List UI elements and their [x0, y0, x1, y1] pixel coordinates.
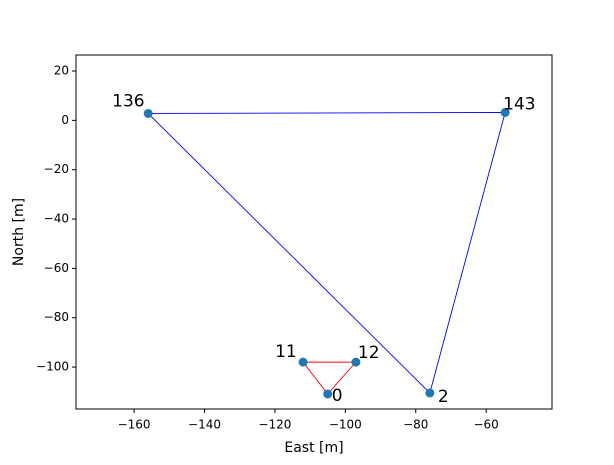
point-label: 143	[503, 94, 535, 114]
point-label: 2	[438, 387, 449, 407]
y-tick-label: −20	[44, 162, 69, 176]
point	[500, 107, 510, 117]
point	[323, 389, 333, 399]
point	[298, 357, 308, 367]
series-line	[302, 361, 357, 395]
x-tick-label: −160	[118, 418, 151, 432]
point	[143, 108, 153, 118]
point	[425, 388, 435, 398]
x-axis-label: East [m]	[284, 440, 343, 456]
point-label: 12	[358, 343, 380, 363]
axes-frame	[75, 54, 553, 410]
plot-area	[76, 55, 552, 409]
y-tick-label: −80	[44, 310, 69, 324]
point-label: 0	[332, 386, 343, 406]
x-tick-label: −140	[188, 418, 221, 432]
x-tick-label: −60	[473, 418, 498, 432]
point	[351, 357, 361, 367]
x-tick-label: −120	[258, 418, 291, 432]
series-line	[147, 112, 506, 394]
y-tick-label: −40	[44, 212, 69, 226]
y-tick-label: −100	[36, 360, 69, 374]
y-tick-label: −60	[44, 261, 69, 275]
point-label: 136	[112, 91, 144, 111]
x-tick-label: −100	[329, 418, 362, 432]
y-tick-label: 20	[54, 64, 69, 78]
y-axis-label: North [m]	[11, 198, 27, 266]
x-tick-label: −80	[403, 418, 428, 432]
point-label: 11	[275, 342, 297, 362]
y-tick-label: 0	[61, 113, 69, 127]
